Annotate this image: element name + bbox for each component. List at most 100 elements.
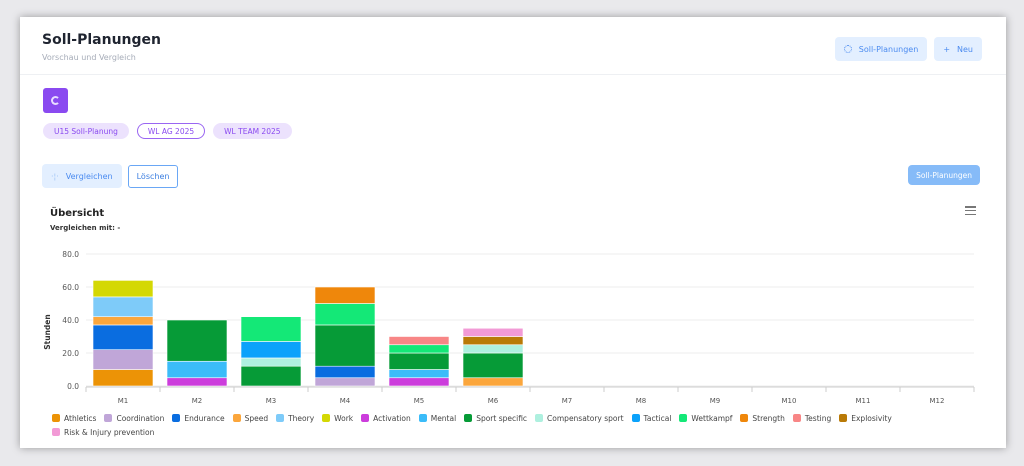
page-subtitle: Vorschau und Vergleich [42, 53, 136, 62]
bar-segment-speed [462, 377, 524, 387]
soll-planungen-button[interactable]: Soll-Planungen [834, 37, 928, 61]
bar-segment-explosivity [462, 336, 524, 346]
legend-swatch [361, 414, 370, 422]
legend-label: Activation [373, 413, 411, 423]
chart-menu-icon[interactable] [965, 206, 976, 215]
legend-label: Athletics [64, 413, 97, 423]
chip-wl-team[interactable]: WL TEAM 2025 [213, 123, 292, 139]
legend-item[interactable]: Theory [276, 413, 314, 423]
legend-item[interactable]: Risk & Injury prevention [52, 427, 154, 437]
x-tick-label: M12 [930, 397, 945, 405]
bar-segment-sport-specific [166, 319, 228, 362]
page-header: Soll-Planungen Vorschau und Vergleich So… [20, 17, 1006, 75]
legend-item[interactable]: Speed [232, 413, 269, 423]
legend-swatch [535, 414, 544, 422]
bar-segment-mental [388, 369, 450, 379]
legend-item[interactable]: Athletics [52, 413, 96, 423]
legend-label: Wettkampf [691, 413, 733, 423]
circle-icon [51, 96, 60, 105]
legend-swatch [792, 414, 801, 422]
legend-label: Endurance [184, 413, 225, 423]
legend-swatch [679, 414, 688, 422]
legend-item[interactable]: Activation [361, 413, 411, 423]
legend-label: Sport specific [476, 413, 528, 423]
bar-segment-wettkampf [388, 344, 450, 354]
header-actions: Soll-Planungen + Neu [834, 37, 982, 61]
bar-segment-risk-injury-prevention [462, 327, 524, 337]
legend-swatch [740, 414, 749, 422]
legend-swatch [839, 414, 848, 422]
bar-segment-sport-specific [388, 352, 450, 370]
legend-item[interactable]: Endurance [172, 413, 225, 423]
plan-icon-button[interactable] [43, 88, 68, 113]
bar-segment-endurance [314, 365, 376, 379]
split-icon: ·¦· [51, 171, 59, 181]
y-tick-label: 20.0 [62, 349, 79, 358]
legend-item[interactable]: Work [322, 413, 353, 423]
compare-actions: ·¦· Vergleichen Löschen [42, 164, 179, 188]
chart-title: Übersicht [50, 208, 105, 219]
x-tick-label: M5 [414, 397, 425, 405]
x-tick-label: M2 [192, 397, 203, 405]
legend-label: Explosivity [851, 413, 892, 423]
x-tick-label: M6 [488, 397, 499, 405]
new-button[interactable]: + Neu [934, 37, 982, 61]
legend-swatch [232, 414, 241, 422]
y-tick-label: 60.0 [62, 283, 79, 292]
bar-segment-wettkampf [240, 316, 302, 342]
new-label: Neu [957, 44, 973, 54]
x-tick-label: M9 [710, 397, 721, 405]
plan-chips: U15 Soll-Planung WL AG 2025 WL TEAM 2025 [43, 123, 292, 139]
legend-swatch [52, 428, 60, 436]
bar-segment-endurance [92, 324, 154, 351]
x-tick-label: M1 [118, 397, 129, 405]
bar-segment-work [92, 280, 154, 298]
legend-swatch [631, 414, 640, 422]
legend-item[interactable]: Explosivity [839, 413, 892, 423]
legend-item[interactable]: Compensatory sport [535, 413, 624, 423]
bar-segment-compensatory-sport [240, 357, 302, 367]
legend-swatch [172, 414, 181, 422]
delete-button[interactable]: Löschen [127, 164, 179, 188]
spinner-icon [843, 45, 852, 53]
bar-segment-wettkampf [314, 303, 376, 326]
chip-wl-ag[interactable]: WL AG 2025 [136, 123, 206, 139]
bar-segment-speed [92, 316, 154, 326]
bar-segment-strength [314, 286, 376, 304]
legend-label: Strength [752, 413, 785, 423]
bar-segment-mental [166, 360, 228, 379]
legend-item[interactable]: Wettkampf [679, 413, 732, 423]
chip-u15[interactable]: U15 Soll-Planung [43, 123, 129, 139]
bar-segment-sport-specific [462, 352, 524, 379]
x-tick-label: M11 [856, 397, 871, 405]
y-tick-label: 0.0 [67, 382, 79, 391]
legend-item[interactable]: Coordination [104, 413, 164, 423]
legend-item[interactable]: Testing [792, 413, 831, 423]
page-title: Soll-Planungen [42, 32, 161, 48]
legend-label: Work [334, 413, 354, 423]
legend-item[interactable]: Strength [740, 413, 785, 423]
legend-item[interactable]: Sport specific [464, 413, 527, 423]
legend-item[interactable]: Tactical [631, 413, 671, 423]
legend-label: Speed [244, 413, 269, 423]
legend-swatch [276, 414, 285, 422]
bar-segment-activation [166, 377, 228, 387]
bar-segment-coordination [92, 349, 154, 370]
bar-segment-coordination [314, 377, 376, 387]
legend-item[interactable]: Mental [418, 413, 456, 423]
legend-swatch [464, 414, 473, 422]
bar-segment-testing [388, 336, 450, 346]
bar-segment-theory [92, 296, 154, 317]
x-tick-label: M10 [782, 397, 797, 405]
bar-segment-athletics [92, 369, 154, 387]
soll-planungen-label: Soll-Planungen [858, 44, 919, 54]
chart-compare-with: Vergleichen mit: - [50, 224, 121, 232]
bar-segment-sport-specific [314, 324, 376, 367]
x-tick-label: M3 [266, 397, 277, 405]
legend-swatch [104, 414, 113, 422]
x-tick-label: M7 [562, 397, 573, 405]
bar-segment-compensatory-sport [462, 344, 524, 354]
compare-button[interactable]: ·¦· Vergleichen [42, 164, 122, 188]
soll-planungen-action-button[interactable]: Soll-Planungen [908, 165, 980, 185]
